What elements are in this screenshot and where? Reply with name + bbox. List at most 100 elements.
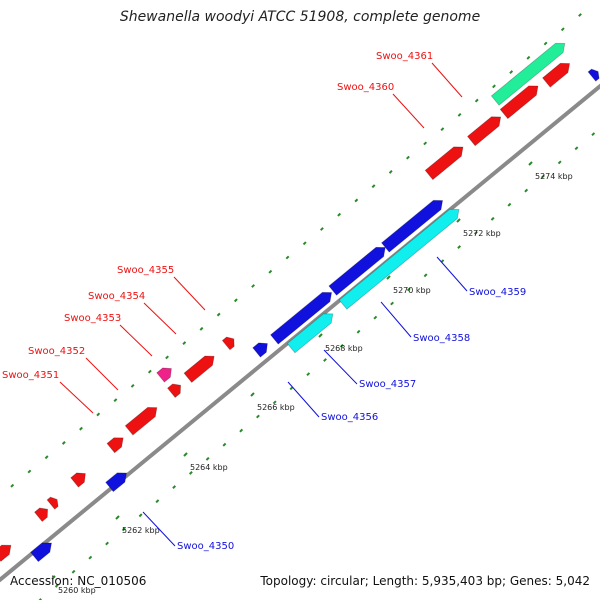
gene-label-swoo-4351[interactable]: Swoo_4351 (2, 370, 59, 381)
inner-dot-line (557, 160, 562, 165)
tick-mark (51, 575, 56, 580)
gene-label-swoo-4355-leader (173, 276, 206, 311)
gene-label-swoo-4351-leader (59, 381, 94, 414)
inner-dot-line (490, 216, 495, 221)
grid-dot-lines (10, 13, 596, 600)
topology-text: Topology: circular; Length: 5,935,403 bp… (260, 574, 590, 588)
gene-forward-swoo-4351[interactable] (124, 403, 160, 436)
outer-dot-line (10, 483, 15, 488)
gene-forward-swoo-4360d[interactable] (542, 59, 574, 88)
gene-label-swoo-4357[interactable]: Swoo_4357 (359, 379, 416, 390)
gene-reverse-swoo-4358[interactable] (338, 205, 463, 310)
gene-forward-swoo-4353[interactable] (156, 364, 175, 383)
gene-label-swoo-4360[interactable]: Swoo_4360 (337, 82, 394, 93)
gene-reverse-swoo-4357a[interactable] (270, 288, 336, 345)
gene-label-swoo-4359[interactable]: Swoo_4359 (469, 287, 526, 298)
outer-dot-line (302, 241, 307, 246)
gene-reverse-swoo-4357b[interactable] (328, 243, 389, 296)
outer-dot-line (199, 326, 204, 331)
gene-reverse-edge[interactable] (587, 67, 600, 82)
map-title: Shewanella woodyi ATCC 51908, complete g… (119, 9, 481, 25)
tick-mark (386, 275, 391, 280)
gene-forward-swoo-4360a[interactable] (424, 142, 467, 181)
gene-forward-3[interactable] (46, 495, 61, 510)
outer-dot-line (509, 70, 514, 74)
gene-label-swoo-4354-leader (143, 302, 177, 335)
gene-reverse-swoo-4356[interactable] (252, 339, 271, 358)
tick-label-1: 5262 kbp (122, 526, 160, 535)
tick-mark (456, 218, 461, 223)
gene-label-swoo-4352[interactable]: Swoo_4352 (28, 346, 85, 357)
outer-dot-line (251, 284, 255, 288)
gene-label-swoo-4356-leader (287, 381, 320, 418)
gene-reverse-swoo-4350b[interactable] (105, 468, 131, 493)
inner-dot-line (423, 273, 428, 278)
outer-dot-line (182, 341, 187, 345)
gene-forward-swoo-4355[interactable] (221, 334, 237, 351)
gene-label-swoo-4361-leader (431, 62, 463, 98)
gene-label-swoo-4358-leader (380, 301, 412, 338)
outer-dot-line (96, 412, 101, 417)
outer-dot-line (492, 84, 496, 89)
gene-forward-5[interactable] (106, 433, 127, 454)
tick-mark (183, 452, 188, 457)
gene-label-swoo-4358[interactable]: Swoo_4358 (413, 333, 470, 344)
inner-dot-line (457, 245, 462, 249)
outer-dot-line (27, 469, 32, 474)
inner-dot-line (524, 188, 529, 193)
inner-dot-line (38, 598, 42, 600)
outer-dot-line (526, 55, 531, 60)
gene-forward-4[interactable] (70, 469, 89, 488)
inner-dot-line (256, 414, 260, 419)
gene-reverse-swoo-4359[interactable] (381, 196, 447, 253)
inner-dot-line (373, 315, 378, 320)
outer-dot-line (79, 426, 83, 431)
gene-forward-swoo-4352[interactable] (166, 381, 185, 399)
tick-mark (318, 333, 323, 338)
inner-dot-line (239, 428, 244, 433)
inner-dot-line (172, 485, 177, 489)
inner-dot-line (272, 400, 277, 405)
outer-dot-line (578, 13, 582, 17)
inner-dot-line (222, 442, 227, 447)
tick-label-2: 5264 kbp (190, 463, 228, 472)
inner-dot-line (323, 358, 327, 362)
tick-label-3: 5266 kbp (257, 403, 295, 412)
outer-dot-line (268, 269, 273, 274)
outer-dot-line (337, 212, 342, 217)
inner-dot-line (121, 527, 126, 532)
tick-label-6: 5272 kbp (463, 229, 501, 238)
gene-label-swoo-4353-leader (119, 324, 153, 357)
gene-forward-2[interactable] (33, 505, 52, 523)
gene-reverse-swoo-4350[interactable] (30, 538, 56, 563)
outer-dot-line (285, 255, 290, 260)
outer-dot-line (440, 127, 445, 132)
inner-dot-line (591, 132, 596, 137)
gene-forward-swoo-4361[interactable] (490, 39, 568, 106)
gene-label-swoo-4350[interactable]: Swoo_4350 (177, 541, 234, 552)
gene-label-swoo-4361[interactable]: Swoo_4361 (376, 51, 433, 62)
inner-dot-line (406, 287, 411, 292)
tick-mark (250, 392, 255, 397)
outer-dot-line (388, 170, 393, 174)
inner-dot-line (541, 174, 545, 179)
gene-forward-swoo-4360c[interactable] (499, 81, 542, 120)
gene-forward-swoo-4360b[interactable] (466, 112, 505, 147)
gene-label-swoo-4355[interactable]: Swoo_4355 (117, 265, 174, 276)
gene-forward-1[interactable] (0, 541, 15, 562)
outer-dot-line (371, 184, 376, 189)
gene-label-swoo-4360-leader (392, 93, 425, 129)
inner-dot-line (71, 569, 76, 574)
outer-dot-line (147, 369, 152, 374)
tick-label-5: 5270 kbp (393, 286, 431, 295)
gene-forward-swoo-4354[interactable] (183, 352, 218, 383)
gene-label-swoo-4350-leader (142, 511, 176, 547)
gene-label-swoo-4356[interactable]: Swoo_4356 (321, 412, 378, 423)
outer-dot-line (113, 398, 118, 403)
gene-label-swoo-4353[interactable]: Swoo_4353 (64, 313, 121, 324)
gene-label-swoo-4354[interactable]: Swoo_4354 (88, 291, 145, 302)
gene-label-swoo-4357-leader (323, 349, 358, 385)
outer-dot-line (61, 441, 66, 445)
gene-reverse-swoo-4357-cyan[interactable] (286, 309, 336, 354)
